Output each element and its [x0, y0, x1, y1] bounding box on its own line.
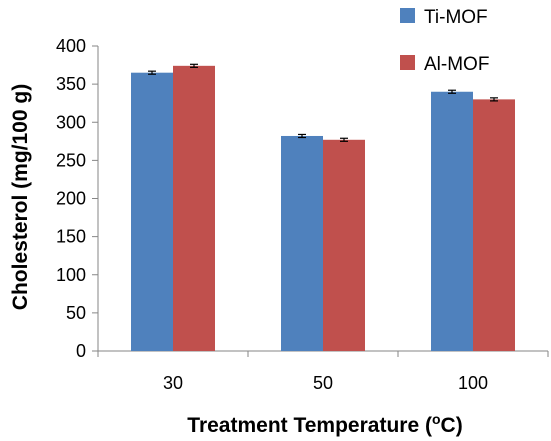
bar-al-mof-50 [323, 139, 365, 351]
x-axis-title-superscript: o [432, 411, 441, 427]
y-tick-label: 250 [56, 150, 86, 170]
x-tick-label: 50 [313, 373, 333, 393]
legend-label-ti-mof: Ti-MOF [424, 7, 488, 28]
bar-ti-mof-100 [431, 91, 473, 351]
y-tick-label: 50 [66, 303, 86, 323]
legend: Ti-MOF Al-MOF [400, 7, 489, 75]
y-tick-label: 0 [76, 341, 86, 361]
chart-error-bars [148, 63, 498, 142]
y-tick-label: 300 [56, 112, 86, 132]
y-tick-labels: 0 50 100 150 200 250 300 350 400 [56, 36, 86, 361]
error-bar-al-mof-30 [190, 63, 198, 68]
bar-al-mof-30 [173, 65, 215, 351]
bar-al-mof-100 [473, 99, 515, 351]
y-tick-label: 150 [56, 227, 86, 247]
error-bar-al-mof-50 [340, 137, 348, 142]
x-axis-title: Treatment Temperature (oC) [187, 411, 462, 437]
bar-ti-mof-50 [281, 135, 323, 351]
y-tick-label: 350 [56, 74, 86, 94]
y-tick-label: 100 [56, 265, 86, 285]
error-bar-al-mof-100 [490, 97, 498, 102]
y-tick-label: 200 [56, 189, 86, 209]
x-tick-label: 100 [458, 373, 488, 393]
chart-bars [131, 65, 515, 351]
x-axis-title-main: Treatment Temperature ( [187, 414, 432, 437]
y-tick-label: 400 [56, 36, 86, 56]
y-axis-title: Cholesterol (mg/100 g) [9, 84, 32, 310]
bar-ti-mof-30 [131, 72, 173, 351]
x-axis-title-end: C) [441, 414, 463, 437]
legend-swatch-al-mof [400, 55, 415, 70]
legend-label-al-mof: Al-MOF [424, 54, 489, 75]
x-tick-labels: 30 50 100 [163, 373, 488, 393]
legend-swatch-ti-mof [400, 8, 415, 23]
x-tick-label: 30 [163, 373, 183, 393]
error-bar-ti-mof-50 [298, 133, 306, 139]
error-bar-ti-mof-100 [448, 89, 456, 94]
error-bar-ti-mof-30 [148, 70, 156, 75]
